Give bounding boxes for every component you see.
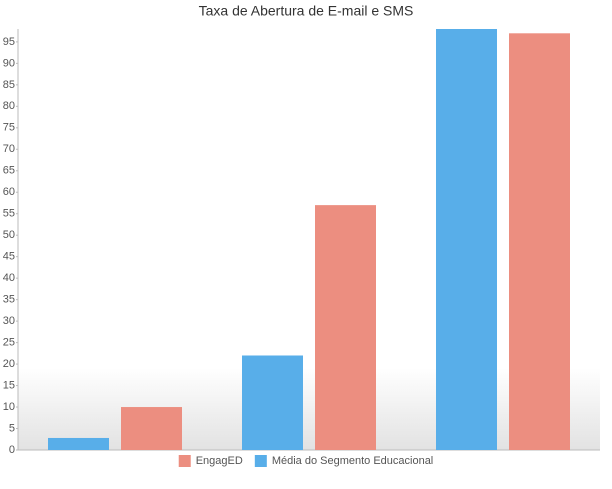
y-tick-label: 60: [3, 186, 15, 198]
y-tick-label: 20: [3, 358, 15, 370]
y-tick-label: 35: [3, 294, 15, 306]
bar: [509, 33, 570, 450]
legend-swatch: [178, 455, 191, 467]
y-tick-label: 55: [3, 208, 15, 220]
y-tick-label: 95: [3, 36, 15, 48]
y-tick-label: 65: [3, 165, 15, 177]
y-tick-label: 70: [3, 143, 15, 155]
bar: [121, 407, 182, 450]
bar: [436, 29, 497, 450]
plot-background: [18, 368, 600, 450]
y-tick-label: 80: [3, 100, 15, 112]
y-tick-label: 45: [3, 251, 15, 263]
bar: [242, 355, 303, 450]
y-tick-label: 15: [3, 379, 15, 391]
y-tick-label: 90: [3, 57, 15, 69]
legend-swatch: [254, 455, 267, 467]
legend-label: Média do Segmento Educacional: [272, 455, 433, 467]
y-tick-label: 5: [9, 422, 15, 434]
y-tick-label: 30: [3, 315, 15, 327]
y-tick-label: 50: [3, 229, 15, 241]
y-tick-label: 40: [3, 272, 15, 284]
y-tick-label: 85: [3, 79, 15, 91]
y-tick-label: 0: [9, 444, 15, 456]
y-tick-label: 10: [3, 401, 15, 413]
y-tick-label: 25: [3, 337, 15, 349]
y-tick-label: 75: [3, 122, 15, 134]
legend-label: EngagED: [196, 455, 243, 467]
chart-title: Taxa de Abertura de E-mail e SMS: [199, 3, 414, 19]
bar: [315, 205, 376, 450]
bar: [48, 437, 109, 450]
legend: EngagED Média do Segmento Educacional: [178, 455, 433, 467]
